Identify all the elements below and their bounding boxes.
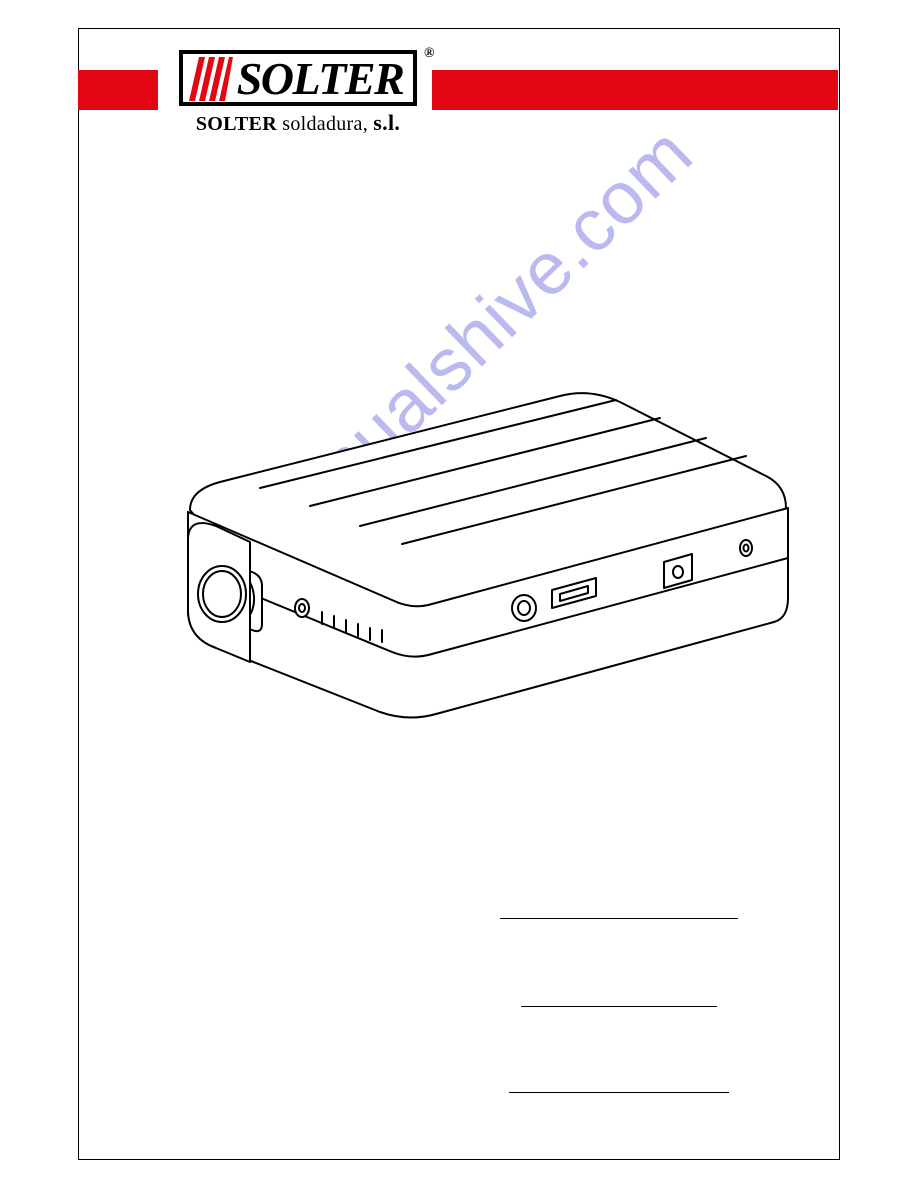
logo-text: SOLTER xyxy=(237,56,404,102)
logo-tagline: SOLTER soldadura, s.l. xyxy=(168,110,428,136)
blank-field-3 xyxy=(509,1092,729,1093)
logo-stripes-icon xyxy=(189,57,233,101)
tagline-suffix: s.l. xyxy=(373,110,400,135)
header-red-bar-right xyxy=(432,70,838,110)
header-red-bar-left xyxy=(78,70,158,110)
blank-field-1 xyxy=(500,918,738,919)
device-illustration xyxy=(130,390,790,735)
logo-box: SOLTER xyxy=(179,50,418,106)
blank-field-2 xyxy=(521,1006,717,1007)
tagline-brand: SOLTER xyxy=(196,113,277,135)
tagline-mid: soldadura, xyxy=(277,113,373,135)
logo-block: SOLTER SOLTER soldadura, s.l. xyxy=(168,50,428,136)
registered-mark: ® xyxy=(424,46,434,62)
